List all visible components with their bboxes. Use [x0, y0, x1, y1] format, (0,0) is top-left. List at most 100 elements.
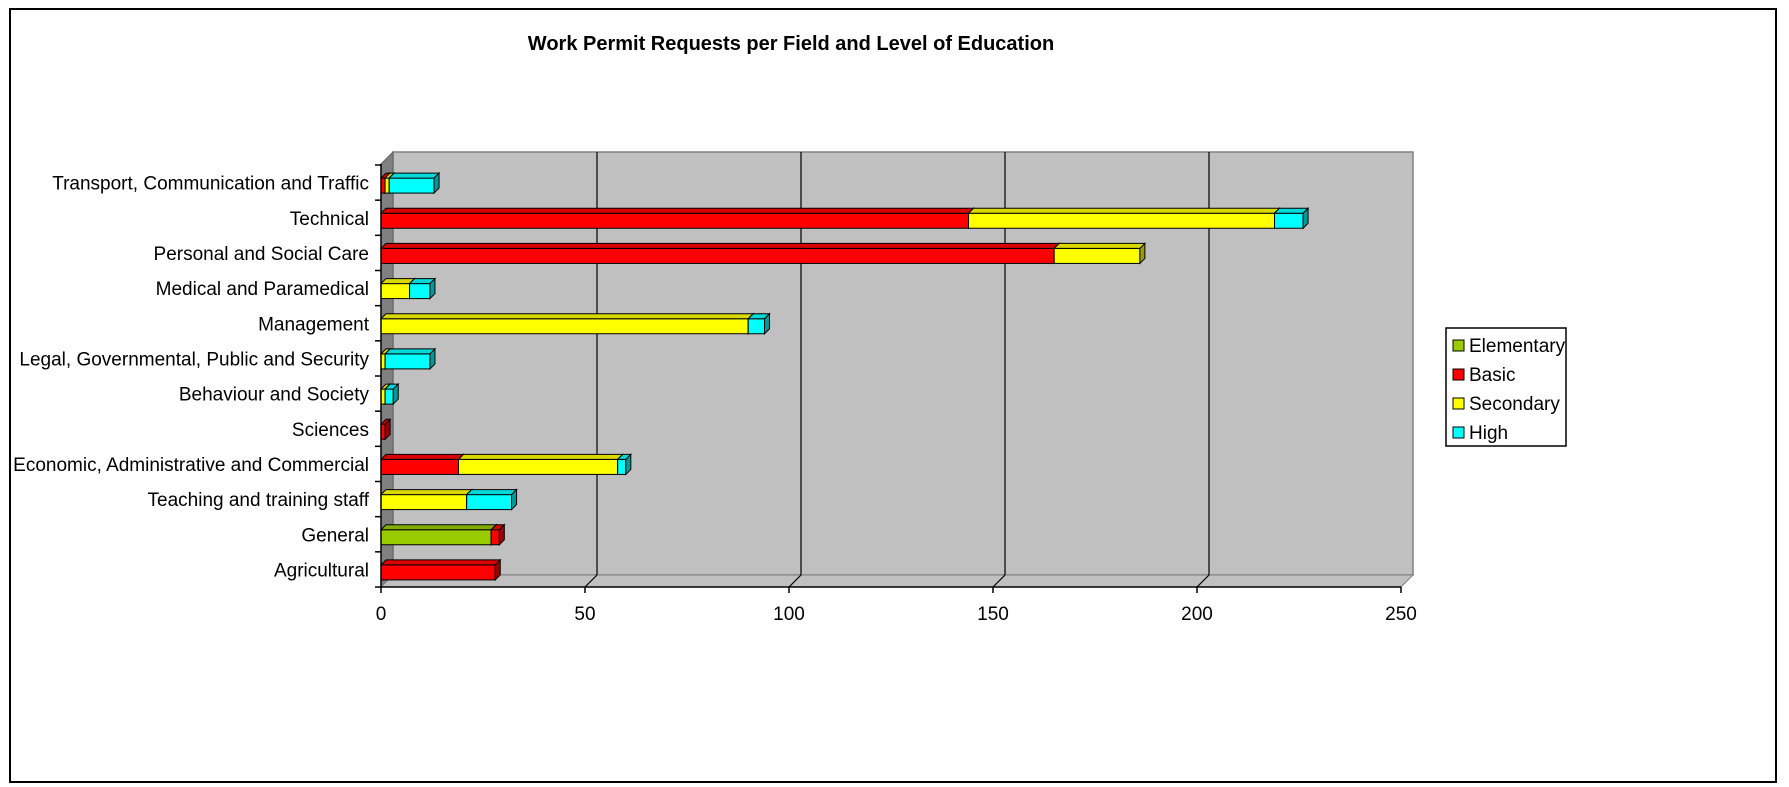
bar-legal-governmental-public-and-security-high-top — [383, 348, 437, 355]
bar-medical-and-paramedical-high-front — [409, 283, 431, 300]
legend-label-high: High — [1469, 423, 1508, 444]
bar-economic-administrative-and-commercial-basic-front — [380, 458, 460, 475]
bar-technical-basic-front — [380, 212, 970, 229]
chart-svg: Work Permit Requests per Field and Level… — [13, 33, 1567, 625]
bar-sciences-basic — [379, 418, 392, 441]
bar-medical-and-paramedical-high-side — [429, 277, 436, 300]
category-labels: Agricultural General Teaching and training… — [13, 174, 370, 582]
bar-economic-administrative-and-commercial-high-side — [625, 453, 632, 476]
bar-technical-secondary-top — [967, 207, 1281, 214]
bar-teaching-and-training-staff-high — [465, 488, 518, 511]
x-tick-label-150: 150 — [977, 604, 1009, 625]
x-tick-label-100: 100 — [773, 604, 805, 625]
category-label-technical: Technical — [290, 209, 369, 230]
bar-agricultural-basic — [379, 558, 502, 582]
bar-personal-and-social-care-secondary-side — [1139, 242, 1146, 265]
x-tick-label-50: 50 — [574, 604, 595, 625]
bar-transport-communication-and-traffic-high — [387, 171, 441, 195]
bar-personal-and-social-care-secondary-top — [1052, 242, 1147, 249]
bar-teaching-and-training-staff-high-front — [466, 494, 513, 511]
gridline-floor — [1196, 574, 1210, 588]
tick-labels: 0 50 100 150 200 250 — [376, 604, 1417, 625]
bar-general-elementary-top — [379, 524, 498, 531]
bar-technical-high-front — [1274, 212, 1304, 229]
category-label-economic-administrative-and-commercial: Economic, Administrative and Commercial — [13, 455, 369, 476]
bar-general-basic-front — [490, 529, 500, 546]
bar-management-high-side — [764, 312, 771, 335]
bar-medical-and-paramedical-secondary-top — [379, 278, 416, 285]
bar-transport-communication-and-traffic-secondary-front — [384, 177, 390, 194]
bar-teaching-and-training-staff-high-top — [465, 489, 518, 496]
category-label-management: Management — [258, 314, 370, 335]
bar-behaviour-and-society-high-front — [384, 388, 394, 405]
bar-technical-high-top — [1273, 207, 1310, 214]
bar-technical-basic — [379, 207, 975, 230]
bar-technical-high-side — [1302, 207, 1309, 230]
bar-transport-communication-and-traffic-high-front — [388, 177, 435, 194]
bar-technical-basic-top — [379, 207, 975, 214]
category-label-behaviour-and-society: Behaviour and Society — [179, 385, 370, 406]
bar-economic-administrative-and-commercial-secondary-front — [458, 458, 619, 475]
legend-swatch-secondary — [1452, 397, 1465, 410]
category-label-legal-governmental-public-and-security: Legal, Governmental, Public and Security — [19, 349, 369, 370]
legend-box — [1445, 327, 1567, 447]
bar-personal-and-social-care-basic-top — [379, 242, 1061, 249]
category-label-teaching-and-training-staff: Teaching and training staff — [148, 490, 370, 511]
bar-general-basic — [489, 523, 506, 546]
bar-technical-secondary — [967, 207, 1281, 230]
bar-personal-and-social-care-basic-front — [380, 247, 1055, 264]
bar-economic-administrative-and-commercial-high-front — [617, 458, 627, 475]
x-tick-label-200: 200 — [1181, 604, 1213, 625]
bar-behaviour-and-society-high-side — [392, 382, 399, 406]
bar-personal-and-social-care-secondary-front — [1053, 247, 1141, 264]
bar-management-high-front — [747, 318, 766, 335]
bar-management-secondary — [379, 312, 755, 335]
bar-management-high — [746, 312, 771, 335]
bar-medical-and-paramedical-secondary-front — [380, 283, 411, 300]
bar-medical-and-paramedical-secondary — [379, 277, 416, 300]
bar-teaching-and-training-staff-secondary-front — [380, 494, 468, 511]
chart-frame: Work Permit Requests per Field and Level… — [9, 8, 1777, 783]
category-label-medical-and-paramedical: Medical and Paramedical — [156, 279, 369, 300]
gridline-floor — [788, 574, 802, 588]
legend-label-basic: Basic — [1469, 365, 1515, 386]
category-label-transport-communication-and-traffic: Transport, Communication and Traffic — [52, 174, 369, 195]
bar-transport-communication-and-traffic-high-side — [433, 171, 440, 195]
bar-technical-secondary-front — [968, 212, 1276, 229]
category-label-personal-and-social-care: Personal and Social Care — [154, 244, 369, 265]
x-tick-label-250: 250 — [1385, 604, 1417, 625]
gridline-floor — [992, 574, 1006, 588]
bar-transport-communication-and-traffic-high-top — [387, 172, 441, 179]
floor — [379, 574, 1415, 588]
category-label-general: General — [301, 525, 369, 546]
bar-economic-administrative-and-commercial-basic-top — [379, 453, 465, 460]
legend: Elementary Basic Secondary High — [1445, 327, 1567, 447]
bar-economic-administrative-and-commercial-high — [616, 453, 633, 476]
gridline-floor — [584, 574, 598, 588]
bar-general-basic-side — [498, 523, 505, 546]
bar-economic-administrative-and-commercial-secondary — [457, 453, 624, 476]
bar-economic-administrative-and-commercial-basic — [379, 453, 465, 476]
bar-teaching-and-training-staff-secondary-top — [379, 489, 473, 496]
bar-agricultural-basic-side — [494, 558, 501, 582]
x-tick-label-0: 0 — [376, 604, 387, 625]
bar-economic-administrative-and-commercial-secondary-top — [457, 453, 624, 460]
bar-personal-and-social-care-secondary — [1052, 242, 1147, 265]
bar-agricultural-basic-top — [379, 559, 502, 566]
legend-label-elementary: Elementary — [1469, 336, 1566, 357]
legend-swatch-basic — [1452, 368, 1465, 381]
bar-general-elementary — [379, 523, 498, 546]
bar-management-secondary-top — [379, 313, 755, 320]
category-label-agricultural: Agricultural — [274, 560, 369, 581]
bar-agricultural-basic-front — [380, 564, 496, 581]
bar-personal-and-social-care-basic — [379, 242, 1061, 265]
bar-teaching-and-training-staff-high-side — [511, 488, 518, 511]
legend-label-secondary: Secondary — [1469, 394, 1560, 415]
chart-title: Work Permit Requests per Field and Level… — [528, 33, 1054, 55]
bar-sciences-basic-side — [384, 418, 391, 441]
bar-general-elementary-front — [380, 529, 492, 546]
axes — [375, 164, 1402, 593]
bar-technical-high — [1273, 207, 1310, 230]
bar-teaching-and-training-staff-secondary — [379, 488, 473, 511]
category-label-sciences: Sciences — [292, 420, 369, 441]
